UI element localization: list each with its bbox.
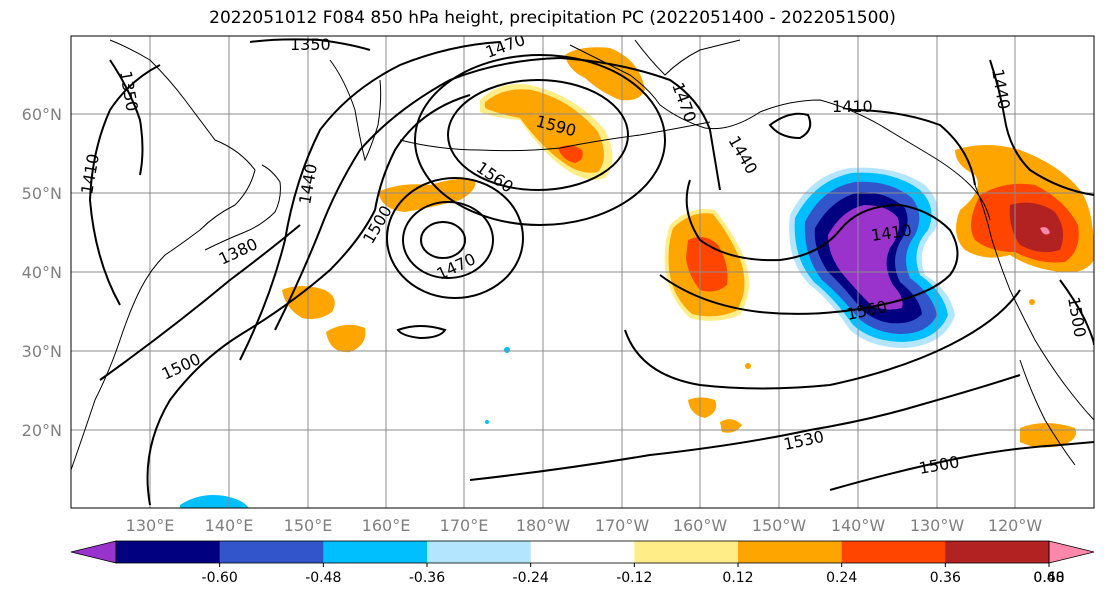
contour-1410-west [88, 64, 161, 306]
lon-label: 150°W [752, 516, 807, 535]
precip-neg-tiny-2 [485, 420, 489, 424]
colorbar-extend-min [70, 540, 117, 564]
lat-label: 60°N [22, 105, 62, 124]
latitude-labels: 60°N 50°N 40°N 30°N 20°N [22, 105, 62, 440]
precip-blob-hawaii-2 [720, 419, 742, 433]
colorbar-segment [427, 541, 532, 563]
contour-1350-top [249, 38, 371, 51]
contour-1500-west [146, 94, 471, 506]
lat-label: 40°N [22, 263, 62, 282]
contour-1380 [99, 224, 301, 381]
colorbar-tick-label: 0.48 [1033, 570, 1064, 586]
lon-label: 130°W [910, 516, 965, 535]
precip-blob-baja [1020, 423, 1076, 448]
contour-label: 1350 [290, 35, 331, 54]
precip-blob-tiny-1 [745, 363, 751, 369]
colorbar-tick-label: -0.60 [202, 570, 238, 586]
coastlines [71, 39, 1094, 471]
graticule [71, 36, 1094, 508]
colorbar-tick-label: -0.12 [616, 570, 652, 586]
contour-1560-east [659, 179, 959, 315]
colorbar-segment [841, 541, 946, 563]
coast-kamchatka [329, 59, 382, 162]
contour-low-170e-outer [386, 177, 524, 299]
colorbar-tick-label: 0.60 [1033, 570, 1064, 586]
precip-neg-bottom [180, 495, 249, 508]
contour-1470 [274, 56, 721, 331]
contour-high-alaska-outer [414, 54, 666, 226]
colorbar-tick-label: -0.24 [513, 570, 549, 586]
colorbar-tick-label: -0.48 [305, 570, 341, 586]
colorbar-tick-label: 0.24 [826, 570, 857, 586]
colorbar-tick-label: 0.12 [722, 570, 753, 586]
precip-negative-fields [180, 167, 955, 508]
coast-bering-north [634, 39, 741, 76]
precip-blob-westcoast-dark [1009, 202, 1064, 253]
colorbar-tick-label: 0.36 [930, 570, 961, 586]
coast-baja [1019, 359, 1076, 466]
contour-high-alaska [447, 79, 629, 191]
colorbar-extend-max [1048, 540, 1095, 564]
lon-label: 160°E [362, 516, 411, 535]
lon-label: 160°W [673, 516, 728, 535]
contour-small-30n [396, 325, 447, 340]
lon-label: 140°W [831, 516, 886, 535]
lat-label: 30°N [22, 342, 62, 361]
contour-label: 1410 [832, 97, 873, 116]
coast-na-west [974, 184, 1094, 421]
colorbar-segment [530, 541, 635, 563]
height-contours [88, 38, 1094, 506]
colorbar: -0.60 -0.48 -0.36 -0.24 -0.12 0.12 0.24 0.36 0.4… [70, 540, 1095, 586]
longitude-labels: 130°E 140°E 150°E 160°E 170°E 180°W 170°… [126, 516, 1043, 535]
colorbar-tick-label: -0.36 [409, 570, 445, 586]
lat-label: 20°N [22, 421, 62, 440]
precip-neg-tiny-1 [504, 347, 510, 353]
contour-1500-south [829, 441, 1094, 491]
precip-blob-30n-160e [326, 324, 366, 353]
lon-label: 170°E [440, 516, 489, 535]
map-title: 2022051012 F084 850 hPa height, precipit… [209, 8, 896, 28]
precip-neg-purple [828, 205, 903, 310]
lon-label: 180°W [516, 516, 571, 535]
colorbar-segment [219, 541, 324, 563]
coast-asia [71, 39, 256, 471]
colorbar-segment [634, 541, 739, 563]
precip-blob-tiny-2 [1029, 299, 1035, 305]
contour-1350 [109, 59, 144, 176]
contour-1440 [239, 41, 501, 361]
precip-blob-hawaii [688, 397, 717, 418]
precip-blob-westcoast-pink [1040, 227, 1050, 235]
lon-label: 130°E [126, 516, 175, 535]
lon-label: 140°E [205, 516, 254, 535]
colorbar-frame [115, 540, 1050, 564]
lon-label: 170°W [595, 516, 650, 535]
contour-low-170e-mid [402, 201, 494, 279]
contour-1530 [624, 289, 1021, 390]
contour-1410-east [849, 109, 976, 186]
contour-1530-south [469, 374, 1021, 481]
colorbar-segment [738, 541, 843, 563]
lon-label: 150°E [284, 516, 333, 535]
precip-blob-170e [378, 178, 476, 212]
contour-1500-east [1059, 279, 1094, 346]
contour-1410-gulf [768, 112, 812, 140]
contour-low-170e-inner [420, 221, 466, 259]
lat-label: 50°N [22, 184, 62, 203]
contour-1440-east [989, 59, 1094, 196]
coast-japan [204, 164, 281, 251]
colorbar-segment [323, 541, 428, 563]
map-frame [70, 35, 1095, 509]
coast-aleutians [399, 121, 711, 152]
precip-blob-alaska-red [558, 145, 583, 163]
lon-label: 120°W [988, 516, 1043, 535]
colorbar-segment [116, 541, 221, 563]
coast-alaska [569, 44, 991, 221]
colorbar-segment [945, 541, 1050, 563]
